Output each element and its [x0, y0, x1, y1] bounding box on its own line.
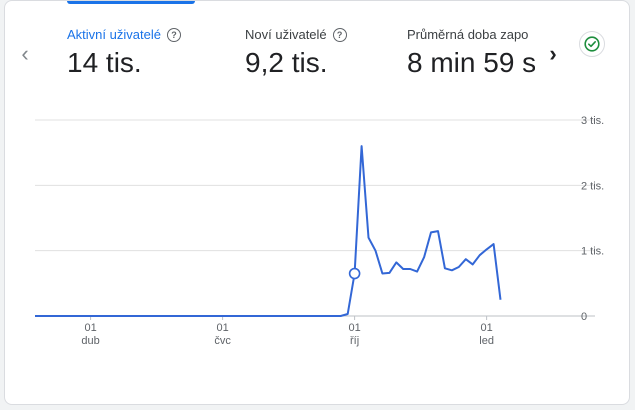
y-tick-label: 1 tis. — [581, 246, 604, 258]
previous-metrics-arrow-icon[interactable]: ‹ — [15, 43, 35, 65]
help-icon[interactable]: ? — [333, 28, 347, 42]
y-tick-label: 0 — [581, 311, 587, 323]
x-tick-month: říj — [350, 335, 359, 347]
metric-label: Aktivní uživatelé? — [67, 27, 181, 42]
metric-label-text: Průměrná doba zapo — [407, 27, 528, 42]
insights-status-button[interactable] — [579, 31, 605, 57]
x-tick-day: 01 — [216, 322, 228, 334]
chart-gridlines — [35, 120, 595, 316]
highlight-point[interactable] — [350, 269, 360, 279]
active-tab-indicator — [67, 0, 195, 4]
active-users-series-line — [35, 146, 501, 316]
x-tick-month: čvc — [214, 335, 231, 347]
metric-value: 9,2 tis. — [245, 47, 327, 79]
y-tick-label: 2 tis. — [581, 180, 604, 192]
metric-label-text: Noví uživatelé — [245, 27, 327, 42]
metric-value: 14 tis. — [67, 47, 142, 79]
metrics-card: ‹ Aktivní uživatelé? 14 tis. Noví uživat… — [4, 0, 630, 405]
metric-tab-average-engagement-time[interactable]: Průměrná doba zapo 8 min 59 s — [407, 1, 535, 95]
metric-label-text: Aktivní uživatelé — [67, 27, 161, 42]
check-circle-icon — [584, 36, 600, 52]
x-tick-day: 01 — [480, 322, 492, 334]
y-axis-ticks: 3 tis. 2 tis. 1 tis. 0 — [581, 115, 604, 323]
metric-tab-active-users[interactable]: Aktivní uživatelé? 14 tis. — [67, 1, 227, 95]
y-tick-label: 3 tis. — [581, 115, 604, 127]
x-tick-month: dub — [81, 335, 99, 347]
help-icon[interactable]: ? — [167, 28, 181, 42]
metric-tab-new-users[interactable]: Noví uživatelé? 9,2 tis. — [245, 1, 395, 95]
x-tick-day: 01 — [348, 322, 360, 334]
x-tick-month: led — [479, 335, 494, 347]
x-tick-day: 01 — [84, 322, 96, 334]
next-metrics-arrow-icon[interactable]: › — [543, 43, 563, 65]
metric-value: 8 min 59 s — [407, 47, 535, 79]
chart-series — [35, 146, 501, 316]
metric-label: Průměrná doba zapo — [407, 27, 528, 42]
metric-label: Noví uživatelé? — [245, 27, 347, 42]
